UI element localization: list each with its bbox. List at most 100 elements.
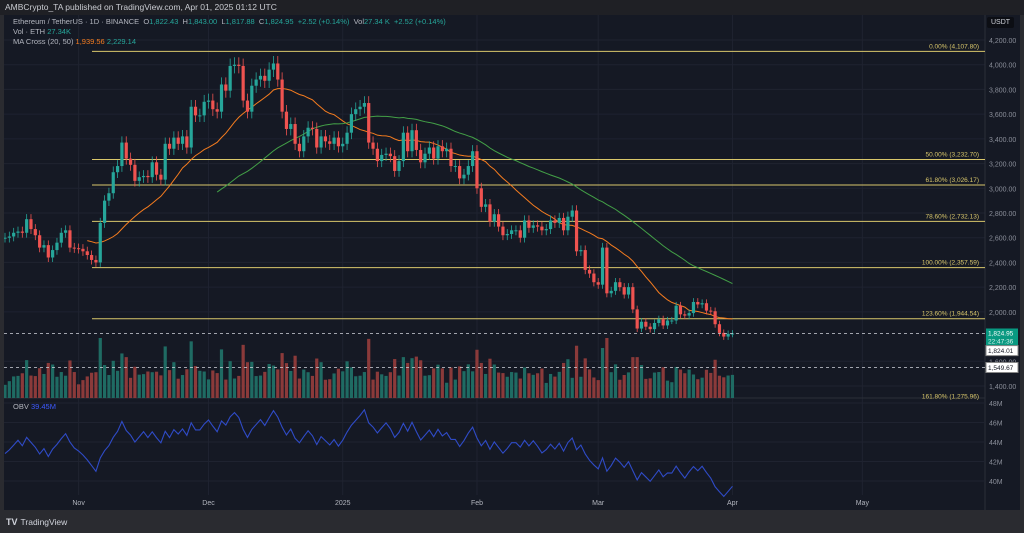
- volume-bar: [613, 364, 618, 398]
- tradingview-icon: TV: [6, 517, 18, 527]
- candle-body: [280, 79, 284, 112]
- volume-bar: [561, 362, 566, 398]
- candle-body: [154, 162, 159, 175]
- volume-bar: [371, 379, 375, 398]
- candle-body: [180, 136, 185, 144]
- candle-body: [579, 250, 583, 252]
- change-value: +2.52 (+0.14%): [297, 17, 350, 26]
- volume-bar: [505, 376, 509, 398]
- candle-body: [358, 106, 362, 110]
- volume-bar: [284, 363, 289, 398]
- volume-bar: [401, 357, 405, 398]
- volume-bar: [263, 371, 267, 398]
- candle-body: [484, 204, 488, 207]
- candle-body: [289, 124, 293, 129]
- volume-bar: [419, 360, 423, 398]
- volume-bar: [38, 368, 42, 398]
- time-tick: Dec: [202, 500, 215, 507]
- ma50-line: [216, 115, 733, 284]
- volume-bar: [193, 366, 198, 398]
- volume-bar: [657, 372, 661, 398]
- candle-body: [33, 229, 37, 236]
- volume-bar: [574, 345, 579, 398]
- candle-body: [514, 230, 518, 232]
- symbol-name[interactable]: Ethereum / TetherUS · 1D · BINANCE: [13, 17, 140, 26]
- candle-body: [730, 333, 735, 335]
- volume-bar: [717, 375, 722, 398]
- volume-bar: [323, 379, 328, 398]
- candle-body: [77, 248, 81, 250]
- candle-body: [596, 282, 600, 285]
- countdown-label: 22:47:36: [988, 338, 1014, 345]
- candle-body: [722, 332, 726, 337]
- currency-button[interactable]: USDT: [987, 17, 1015, 28]
- volume-bar: [90, 372, 94, 398]
- candle-body: [497, 214, 501, 227]
- volume-bar: [215, 373, 219, 398]
- candle-body: [176, 137, 180, 144]
- candle-body: [648, 326, 652, 330]
- volume-bar: [33, 376, 37, 398]
- candle-body: [717, 324, 722, 333]
- candle-body: [713, 311, 717, 325]
- price-tick: 3,200.00: [989, 162, 1016, 169]
- volume-bar: [276, 369, 280, 398]
- candle-body: [488, 204, 492, 222]
- volume-bar: [540, 368, 544, 398]
- candle-body: [501, 226, 505, 236]
- candle-body: [98, 222, 102, 263]
- volume-bar: [548, 373, 553, 398]
- volume-bar: [730, 374, 735, 398]
- volume-bar: [432, 368, 436, 398]
- candle-body: [124, 142, 128, 159]
- price-tick: 3,000.00: [989, 186, 1016, 193]
- candle-body: [42, 245, 46, 248]
- volume-bar: [224, 379, 228, 398]
- candle-body: [120, 142, 124, 167]
- candle-body: [531, 225, 535, 228]
- tradingview-logo[interactable]: TV TradingView: [6, 517, 67, 527]
- obv-tick: 42M: [989, 460, 1003, 467]
- volume-bar: [180, 375, 185, 398]
- candle-body: [605, 247, 609, 294]
- candle-body: [518, 230, 522, 238]
- obv-legend[interactable]: OBV 39.45M: [13, 402, 56, 411]
- volume-bar: [358, 375, 362, 398]
- candle-body: [206, 100, 211, 102]
- volume-legend[interactable]: Vol · ETH 27.34K: [13, 27, 71, 36]
- ma-legend[interactable]: MA Cross (20, 50) 1,939.56 2,229.14: [13, 37, 136, 46]
- volume-bar: [471, 371, 475, 398]
- candle-body: [267, 69, 271, 81]
- chart-pane[interactable]: 4,200.00 4,000.00 3,800.00 3,600.00 3,400.00…: [4, 15, 1020, 510]
- candle-body: [46, 245, 50, 258]
- obv-tick: 46M: [989, 421, 1003, 428]
- volume-bar: [683, 373, 687, 398]
- candle-body: [384, 153, 388, 155]
- volume-bar: [241, 344, 245, 398]
- volume-bar: [245, 362, 250, 398]
- high-value: 1,843.00: [187, 17, 218, 26]
- candle-body: [111, 172, 115, 194]
- candle-body: [310, 127, 315, 129]
- time-tick: Mar: [592, 500, 605, 507]
- volume-bar: [449, 367, 453, 398]
- price-tick: 4,200.00: [989, 38, 1016, 45]
- volume-bar: [141, 374, 146, 398]
- volume-bar: [466, 364, 470, 398]
- volume-bar: [12, 376, 16, 398]
- candle-body: [102, 200, 107, 223]
- candle-body: [55, 242, 59, 251]
- candle-body: [674, 305, 678, 321]
- ma20-value: 1,939.56: [75, 37, 105, 46]
- volume-bar: [16, 375, 20, 398]
- volume-bar: [349, 367, 353, 398]
- volume-bar: [232, 378, 237, 398]
- candle-body: [566, 216, 570, 231]
- candle-body: [150, 162, 154, 178]
- volume-bar: [258, 375, 263, 398]
- volume-bar: [98, 338, 102, 398]
- chart-svg[interactable]: 4,200.00 4,000.00 3,800.00 3,600.00 3,400.00…: [4, 15, 1020, 510]
- volume-bar: [154, 371, 159, 398]
- volume-bar: [670, 382, 674, 398]
- candle-body: [371, 142, 375, 149]
